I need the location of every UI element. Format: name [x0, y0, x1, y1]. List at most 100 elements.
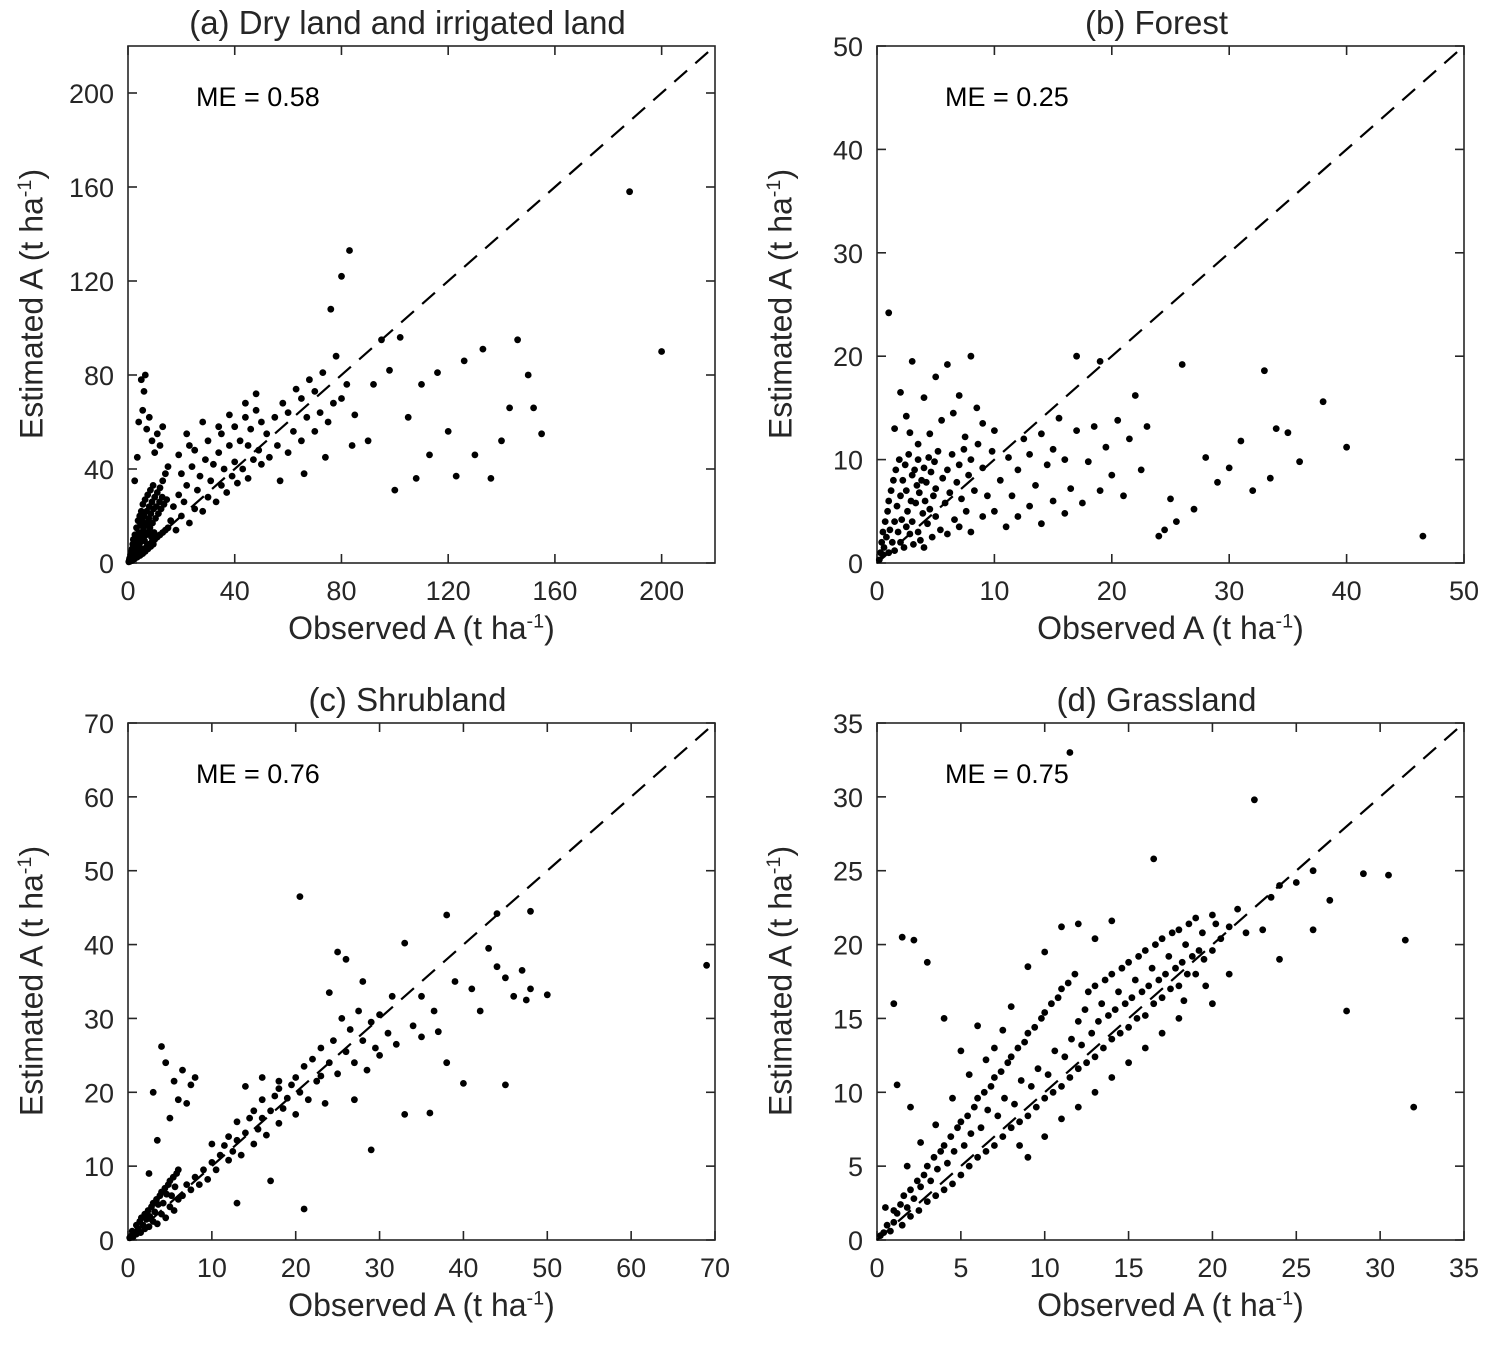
- panel-d-title: (d) Grassland: [1056, 681, 1257, 718]
- svg-text:40: 40: [833, 135, 863, 165]
- y-label-close: ): [13, 168, 50, 180]
- svg-text:0: 0: [120, 1253, 135, 1283]
- svg-text:10: 10: [1030, 1253, 1060, 1283]
- svg-text:15: 15: [1114, 1253, 1144, 1283]
- panel-d-y-axis-label: Estimated A (t ha-1): [763, 846, 800, 1116]
- svg-text:120: 120: [69, 267, 114, 297]
- y-label-text: Estimated A (t ha: [762, 874, 799, 1117]
- y-label-superscript: -1: [762, 179, 785, 198]
- x-label-text: Observed A (t ha: [1037, 1287, 1276, 1323]
- x-label-superscript: -1: [526, 610, 545, 633]
- svg-text:10: 10: [979, 576, 1009, 606]
- panel-b-scatter-plot: 0 10 20 30 40 50 0 10 20 30 40 50: [833, 32, 1479, 606]
- svg-text:0: 0: [848, 549, 863, 579]
- svg-text:20: 20: [833, 931, 863, 961]
- svg-text:30: 30: [833, 239, 863, 269]
- y-label-close: ): [13, 845, 50, 857]
- svg-text:0: 0: [99, 549, 114, 579]
- x-label-close: ): [544, 1287, 555, 1323]
- svg-text:10: 10: [197, 1253, 227, 1283]
- svg-text:0: 0: [120, 576, 135, 606]
- svg-text:5: 5: [953, 1253, 968, 1283]
- panel-a-me-annotation: ME = 0.58: [196, 82, 320, 112]
- svg-text:35: 35: [1449, 1253, 1479, 1283]
- svg-text:200: 200: [69, 79, 114, 109]
- y-label-text: Estimated A (t ha: [13, 197, 50, 440]
- svg-text:0: 0: [99, 1226, 114, 1256]
- y-label-superscript: -1: [762, 856, 785, 875]
- svg-text:20: 20: [833, 342, 863, 372]
- svg-text:10: 10: [833, 446, 863, 476]
- x-label-superscript: -1: [1275, 610, 1294, 633]
- svg-text:0: 0: [848, 1226, 863, 1256]
- svg-text:25: 25: [1281, 1253, 1311, 1283]
- svg-text:30: 30: [84, 1004, 114, 1034]
- panel-a-y-axis-label: Estimated A (t ha-1): [14, 169, 51, 439]
- panel-d-me-annotation: ME = 0.75: [945, 759, 1069, 789]
- x-label-superscript: -1: [1275, 1287, 1294, 1310]
- svg-text:0: 0: [869, 1253, 884, 1283]
- svg-text:50: 50: [1449, 576, 1479, 606]
- svg-text:200: 200: [639, 576, 684, 606]
- svg-text:70: 70: [84, 709, 114, 739]
- svg-text:50: 50: [84, 857, 114, 887]
- svg-text:40: 40: [84, 931, 114, 961]
- x-label-text: Observed A (t ha: [288, 1287, 527, 1323]
- svg-text:15: 15: [833, 1004, 863, 1034]
- panel-d-scatter-plot: 0 5 10 15 20 25 30 35 0 5 10 15 20 25 30 35: [833, 709, 1479, 1283]
- panel-b-forest: (b) Forest 0 10 20 30 40 50 0 10 20 30 40 50 ME = 0…: [749, 0, 1498, 677]
- panel-b-y-axis-label: Estimated A (t ha-1): [763, 169, 800, 439]
- panel-c-title: (c) Shrubland: [308, 681, 507, 718]
- y-label-superscript: -1: [13, 179, 36, 198]
- panel-a-dry-land: (a) Dry land and irrigated land 0 40 80 120…: [0, 0, 749, 677]
- panel-c-x-axis-label: Observed A (t ha-1): [128, 1287, 715, 1324]
- y-label-close: ): [762, 845, 799, 857]
- panel-d-x-axis-label: Observed A (t ha-1): [877, 1287, 1464, 1324]
- svg-text:40: 40: [84, 455, 114, 485]
- svg-text:0: 0: [869, 576, 884, 606]
- svg-text:70: 70: [700, 1253, 730, 1283]
- svg-text:20: 20: [84, 1078, 114, 1108]
- svg-text:35: 35: [833, 709, 863, 739]
- svg-text:30: 30: [1365, 1253, 1395, 1283]
- svg-text:30: 30: [365, 1253, 395, 1283]
- x-label-close: ): [1293, 1287, 1304, 1323]
- svg-text:80: 80: [326, 576, 356, 606]
- svg-text:5: 5: [848, 1152, 863, 1182]
- svg-text:60: 60: [84, 783, 114, 813]
- svg-text:10: 10: [84, 1152, 114, 1182]
- panel-c-me-annotation: ME = 0.76: [196, 759, 320, 789]
- y-label-close: ): [762, 168, 799, 180]
- panel-c-shrubland: (c) Shrubland 0 10 20 30 40 50 60 70 0 10 20 30 40 50…: [0, 677, 749, 1354]
- panel-c-y-axis-label: Estimated A (t ha-1): [14, 846, 51, 1116]
- x-label-superscript: -1: [526, 1287, 545, 1310]
- svg-text:10: 10: [833, 1078, 863, 1108]
- y-label-text: Estimated A (t ha: [762, 197, 799, 440]
- svg-text:80: 80: [84, 361, 114, 391]
- svg-text:40: 40: [448, 1253, 478, 1283]
- panel-b-title: (b) Forest: [1084, 4, 1229, 41]
- svg-text:20: 20: [281, 1253, 311, 1283]
- svg-text:30: 30: [833, 783, 863, 813]
- svg-text:40: 40: [1332, 576, 1362, 606]
- x-label-text: Observed A (t ha: [288, 610, 527, 646]
- x-label-text: Observed A (t ha: [1037, 610, 1276, 646]
- svg-text:60: 60: [616, 1253, 646, 1283]
- svg-text:40: 40: [220, 576, 250, 606]
- panel-b-me-annotation: ME = 0.25: [945, 82, 1069, 112]
- svg-text:50: 50: [833, 32, 863, 62]
- x-label-close: ): [544, 610, 555, 646]
- svg-text:25: 25: [833, 857, 863, 887]
- svg-text:30: 30: [1214, 576, 1244, 606]
- panel-b-x-axis-label: Observed A (t ha-1): [877, 610, 1464, 647]
- svg-text:160: 160: [532, 576, 577, 606]
- panel-c-scatter-plot: 0 10 20 30 40 50 60 70 0 10 20 30 40 50 60 70: [84, 709, 730, 1283]
- x-label-close: ): [1293, 610, 1304, 646]
- panel-a-x-axis-label: Observed A (t ha-1): [128, 610, 715, 647]
- panel-a-scatter-plot: 0 40 80 120 160 200 0 40 80 120 160 200: [69, 45, 716, 606]
- svg-text:120: 120: [426, 576, 471, 606]
- y-label-text: Estimated A (t ha: [13, 874, 50, 1117]
- y-label-superscript: -1: [13, 856, 36, 875]
- svg-text:20: 20: [1197, 1253, 1227, 1283]
